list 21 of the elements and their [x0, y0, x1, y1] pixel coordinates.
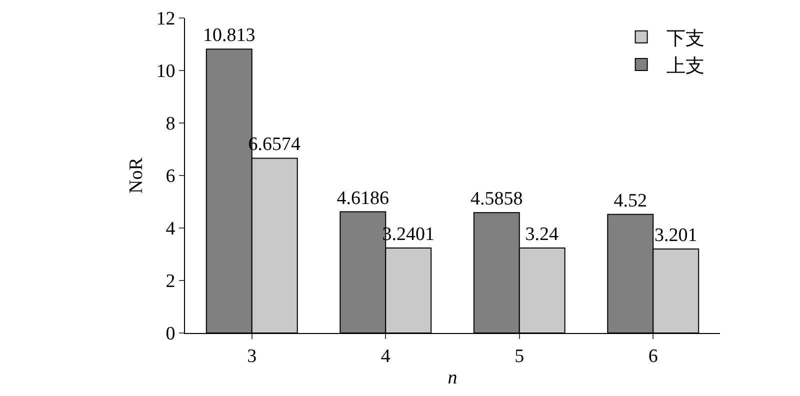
data-label: 4.6186 [336, 188, 390, 209]
y-axis-title: NoR [126, 157, 148, 194]
x-tick-label: 4 [380, 346, 391, 367]
data-label: 3.24 [525, 224, 559, 245]
y-tick-label: 12 [156, 8, 176, 30]
y-tick-label: 8 [166, 114, 176, 135]
data-label: 4.52 [614, 190, 648, 212]
y-tick-label: 6 [166, 166, 176, 188]
legend-label: 上支 [666, 56, 704, 77]
y-tick-label: 10 [156, 61, 176, 82]
legend-label: 下支 [666, 28, 704, 50]
y-tick-label: 2 [166, 271, 176, 292]
y-tick-label: 0 [166, 324, 176, 345]
x-axis-title: n [448, 368, 458, 389]
x-tick-label: 3 [247, 346, 257, 367]
data-label: 10.813 [203, 25, 256, 46]
x-tick-label: 5 [514, 346, 524, 367]
y-tick-label: 4 [166, 218, 176, 240]
x-tick-label: 6 [648, 346, 658, 367]
data-label: 4.5858 [470, 188, 523, 210]
data-label: 3.201 [654, 224, 698, 246]
